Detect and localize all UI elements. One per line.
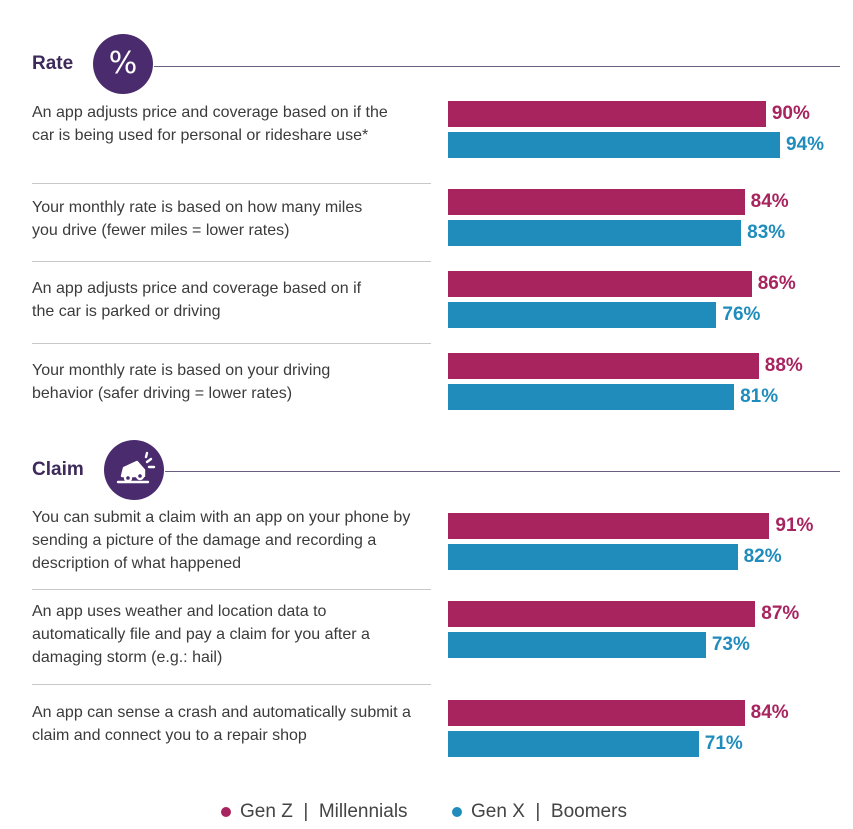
bar-gen-z <box>448 101 766 127</box>
bar-value-label: 94% <box>786 134 825 155</box>
legend-swatch-gen-z <box>221 807 231 817</box>
section-rule-claim <box>165 471 840 472</box>
bar-value-label: 91% <box>775 515 814 536</box>
bar-gen-x <box>448 544 738 570</box>
bar-value-label: 90% <box>771 103 810 124</box>
bar-gen-z <box>448 513 770 539</box>
row-label-5: You can submit a claim with an app on yo… <box>32 509 411 572</box>
bar-value-label: 84% <box>750 702 789 723</box>
row-separator <box>32 343 431 344</box>
bar-value-label: 87% <box>761 603 800 624</box>
percent-icon: % <box>108 46 138 81</box>
row-label-3: An app adjusts price and coverage based … <box>32 280 362 320</box>
legend-label-gen-z: Gen Z | Millennials <box>240 801 408 822</box>
row-separator <box>32 589 431 590</box>
section-rule-rate <box>154 66 840 67</box>
percent-badge: % <box>93 34 153 94</box>
bar-value-label: 84% <box>750 191 789 212</box>
row-label-6: An app uses weather and location data to… <box>32 603 370 666</box>
bar-value-label: 83% <box>747 222 786 243</box>
bar-gen-x <box>448 302 717 328</box>
row-separator <box>32 183 431 184</box>
row-label-1: An app adjusts price and coverage based … <box>32 104 388 144</box>
bar-gen-z <box>448 189 745 215</box>
row-separator <box>32 261 431 262</box>
car-crash-icon <box>116 451 156 484</box>
bar-gen-x <box>448 731 699 757</box>
bar-gen-x <box>448 632 706 658</box>
bar-value-label: 76% <box>722 304 761 325</box>
legend-swatch-gen-x <box>452 807 462 817</box>
section-title-rate: Rate <box>32 53 74 74</box>
row-label-7: An app can sense a crash and automatical… <box>32 704 411 744</box>
row-label-4: Your monthly rate is based on your drivi… <box>32 362 331 402</box>
bar-gen-z <box>448 271 752 297</box>
bar-gen-x <box>448 132 780 158</box>
bar-gen-z <box>448 601 756 627</box>
row-label-2: Your monthly rate is based on how many m… <box>32 199 363 239</box>
legend-label-gen-x: Gen X | Boomers <box>471 801 627 822</box>
bar-value-label: 86% <box>757 273 796 294</box>
bar-value-label: 73% <box>711 634 750 655</box>
bar-value-label: 82% <box>743 546 782 567</box>
section-title-claim: Claim <box>32 459 84 480</box>
bar-value-label: 71% <box>704 733 743 754</box>
row-separator <box>32 684 431 685</box>
bar-gen-x <box>448 220 742 246</box>
bar-gen-z <box>448 700 745 726</box>
claim-badge <box>104 440 164 500</box>
bar-value-label: 88% <box>764 355 803 376</box>
bar-value-label: 81% <box>740 386 779 407</box>
bar-gen-z <box>448 353 759 379</box>
bar-gen-x <box>448 384 735 410</box>
